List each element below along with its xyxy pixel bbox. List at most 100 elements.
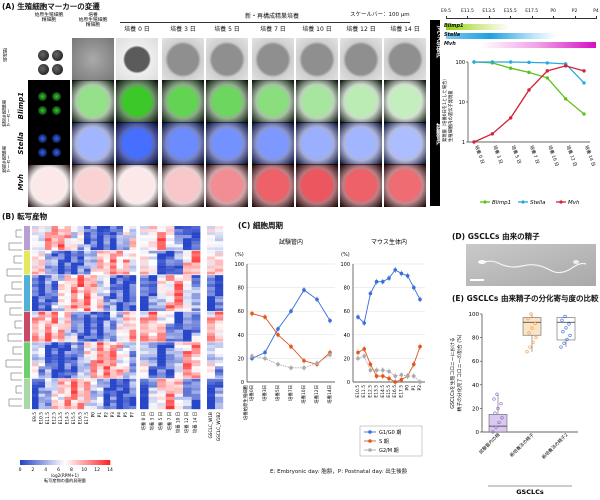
heatmap-cell: [71, 232, 78, 236]
column-label: E12.5: [52, 412, 58, 425]
heatmap-cell: [71, 366, 78, 370]
heatmap-cell: [97, 396, 104, 401]
image-mvh-col6: [296, 164, 338, 207]
heatmap-cell: [123, 235, 130, 239]
heatmap-cell: [97, 344, 104, 349]
heatmap-cell: [110, 338, 117, 343]
heatmap-cell: [140, 402, 149, 407]
heatmap-cell: [116, 354, 124, 358]
heatmap-cell: [207, 287, 216, 291]
heatmap-cell: [58, 274, 65, 279]
heatmap-cell: [129, 238, 137, 242]
heatmap-cell: [90, 317, 98, 321]
colorbar-tick: 14: [107, 467, 113, 473]
heatmap-cell: [64, 396, 72, 401]
column-label: P3: [110, 412, 116, 418]
heatmap-cell: [90, 357, 98, 361]
heatmap-cell: [90, 259, 98, 263]
heatmap-cell: [84, 287, 91, 291]
column-label: 培養 0 日: [140, 412, 147, 430]
heatmap-cell: [103, 280, 111, 285]
x-tick-label: 培養5日: [274, 385, 281, 401]
heatmap-cell: [64, 369, 72, 373]
heatmap-cell: [129, 229, 137, 233]
heatmap-cell: [58, 372, 65, 376]
dendrogram-branch: [10, 372, 22, 381]
colorbar-segment: [82, 460, 85, 465]
group-label: GSCLCs: [516, 488, 544, 496]
cluster-strip: [24, 378, 30, 409]
heatmap-cell: [38, 283, 46, 288]
heatmap-cell: [174, 326, 184, 330]
heatmap-cell: [97, 232, 104, 236]
heatmap-cell: [32, 247, 39, 251]
heatmap-cell: [157, 256, 166, 260]
heatmap-cell: [90, 378, 98, 382]
heatmap-cell: [84, 348, 91, 352]
heatmap-cell: [90, 387, 98, 391]
heatmap-cell: [123, 378, 130, 382]
y-tick-label: 20: [238, 356, 244, 362]
heatmap-cell: [215, 344, 224, 349]
heatmap-cell: [90, 262, 98, 266]
heatmap-cell: [157, 384, 166, 388]
colorbar-tick: 2: [31, 467, 34, 473]
colorbar-segment: [60, 460, 63, 465]
heatmap-cell: [110, 299, 117, 303]
heatmap-cell: [51, 262, 59, 266]
column-label: 培養 12 日: [183, 412, 190, 433]
row-label-brightfield: 明視野: [3, 48, 8, 62]
heatmap-cell: [32, 274, 39, 279]
heatmap-cell: [116, 317, 124, 321]
heatmap-cell: [129, 226, 137, 230]
heatmap-cell: [97, 283, 104, 288]
heatmap-cell: [148, 317, 158, 321]
heatmap-cell: [183, 323, 192, 327]
heatmap-cell: [103, 341, 111, 346]
heatmap-cell: [129, 232, 137, 236]
colorbar-segment: [28, 460, 31, 465]
heatmap-cell: [116, 265, 124, 269]
footnote: E: Embryonic day: 胎齢，P: Postnatal day: 出…: [270, 469, 408, 475]
heatmap-cell: [103, 372, 111, 376]
heatmap-cell: [116, 259, 124, 263]
heatmap-cell: [45, 317, 52, 321]
heatmap-cell: [84, 326, 91, 330]
heatmap-cell: [129, 262, 137, 266]
heatmap-cell: [58, 244, 65, 248]
heatmap-cell: [157, 329, 166, 333]
y-tick-label: 60: [344, 309, 350, 315]
heatmap-cell: [183, 354, 192, 358]
heatmap-cell: [84, 229, 91, 233]
heatmap-cell: [191, 369, 201, 373]
heatmap-cell: [51, 366, 59, 370]
heatmap-cell: [32, 268, 39, 272]
heatmap-cell: [45, 274, 52, 279]
heatmap-cell: [58, 338, 65, 343]
heatmap-cell: [174, 335, 184, 340]
heatmap-cell: [165, 348, 175, 352]
heatmap-cell: [77, 229, 85, 233]
heatmap-cell: [103, 363, 111, 367]
heatmap-cell: [140, 268, 149, 272]
heatmap-cell: [215, 354, 224, 358]
heatmap-cell: [84, 232, 91, 236]
dendrogram-branch: [14, 320, 22, 329]
timeline-bar-label: Stella: [444, 32, 461, 38]
heatmap-cell: [215, 229, 224, 233]
heatmap-cell: [58, 238, 65, 242]
heatmap-cell: [207, 351, 216, 355]
heatmap-cell: [191, 271, 201, 275]
heatmap-cell: [38, 402, 46, 407]
heatmap-cell: [215, 326, 224, 330]
heatmap-cell: [110, 250, 117, 254]
heatmap-cell: [90, 390, 98, 394]
heatmap-cell: [38, 293, 46, 297]
heatmap-cell: [77, 308, 85, 312]
data-point: [530, 326, 534, 330]
heatmap-cell: [110, 323, 117, 327]
heatmap-cell: [32, 262, 39, 266]
heatmap-cell: [58, 351, 65, 355]
heatmap-cell: [45, 320, 52, 324]
heatmap-cell: [140, 384, 149, 388]
